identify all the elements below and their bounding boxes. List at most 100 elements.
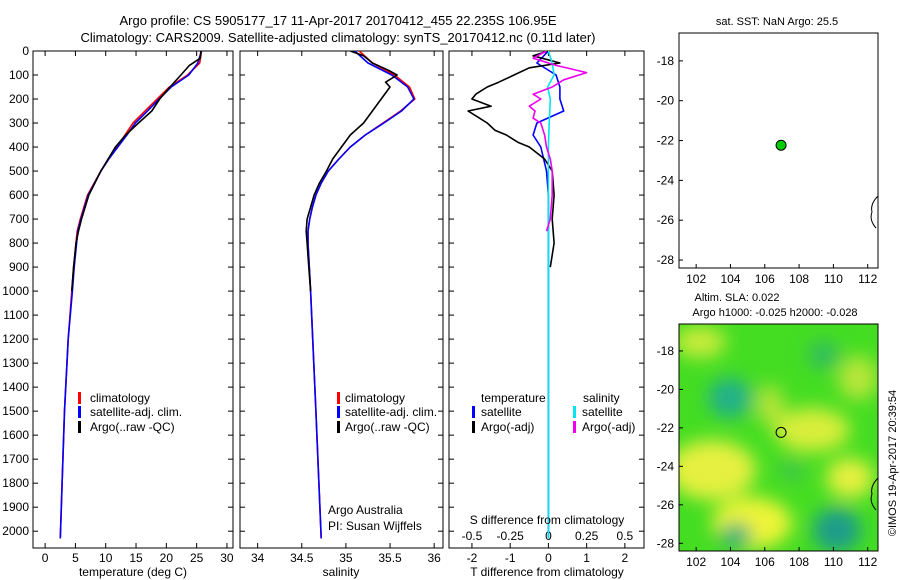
sst-map-frame bbox=[678, 32, 879, 269]
salinity-legend: climatology satellite-adj. clim. Argo(..… bbox=[337, 391, 437, 434]
map-x-tick-label: 102 bbox=[686, 272, 706, 286]
chart-title-line2: Climatology: CARS2009. Satellite-adjuste… bbox=[81, 30, 596, 45]
sla-blob bbox=[756, 385, 784, 425]
sla-map-points bbox=[775, 426, 787, 438]
legend-swatch-argo bbox=[78, 421, 81, 433]
series-line-argo---raw--qc- bbox=[71, 51, 202, 292]
t-difference-axis-label: T difference from climatology bbox=[470, 565, 624, 579]
sla-blob bbox=[679, 440, 756, 500]
map-y-tick-label: -22 bbox=[657, 421, 675, 435]
y-tick-label: 800 bbox=[9, 236, 29, 250]
map-y-tick-label: -28 bbox=[657, 253, 675, 267]
s-tick-label: -0.5 bbox=[462, 529, 483, 543]
legend-swatch-climatology bbox=[78, 392, 81, 404]
x-tick-label: 0 bbox=[545, 551, 552, 565]
y-tick-label: 0 bbox=[22, 44, 29, 58]
x-tick-label: 34.5 bbox=[290, 551, 314, 565]
sla-map-coastline bbox=[870, 477, 879, 511]
sla-blob bbox=[708, 378, 752, 418]
legend-label-argo: Argo(..raw -QC) bbox=[90, 420, 175, 434]
series-line-argo---raw--qc- bbox=[305, 51, 398, 292]
legend-label-argo: Argo(..raw -QC) bbox=[345, 420, 430, 434]
x-tick-label: 36 bbox=[427, 551, 441, 565]
map-y-tick-label: -18 bbox=[657, 344, 675, 358]
legend-label-climatology: climatology bbox=[90, 391, 150, 405]
sla-blob bbox=[679, 326, 726, 358]
legend-swatch-t-argo bbox=[472, 421, 475, 433]
y-tick-label: 1000 bbox=[2, 284, 29, 298]
salinity-panel-frame bbox=[239, 50, 444, 549]
map-y-tick-label: -22 bbox=[657, 134, 675, 148]
x-tick-label: 15 bbox=[129, 551, 143, 565]
map-x-tick-label: 106 bbox=[755, 272, 775, 286]
y-tick-label: 1700 bbox=[2, 452, 29, 466]
legend-label-satellite: satellite-adj. clim. bbox=[90, 405, 182, 419]
temperature-series bbox=[59, 51, 203, 539]
map-x-tick-label: 108 bbox=[789, 555, 809, 569]
y-tick-label: 1300 bbox=[2, 356, 29, 370]
y-tick-label: 600 bbox=[9, 188, 29, 202]
x-tick-label: 10 bbox=[99, 551, 113, 565]
y-tick-label: 500 bbox=[9, 164, 29, 178]
legend-label-t-satellite: satellite bbox=[481, 405, 522, 419]
sst-map-axis-ticks: 102 104 106 108 110 112 -18 -20 -22 -24 -26 -28 bbox=[657, 54, 878, 286]
sla-blob bbox=[780, 460, 804, 480]
sla-blob bbox=[838, 356, 878, 400]
temperature-axis-label: temperature (deg C) bbox=[79, 565, 187, 579]
y-tick-label: 1500 bbox=[2, 404, 29, 418]
x-tick-label: -2 bbox=[467, 551, 478, 565]
y-tick-label: 1100 bbox=[3, 308, 29, 322]
y-tick-label: 200 bbox=[9, 92, 29, 106]
legend-label-satellite: satellite-adj. clim. bbox=[345, 405, 437, 419]
map-y-tick-label: -26 bbox=[657, 498, 675, 512]
x-tick-label: 30 bbox=[220, 551, 234, 565]
series-line-satellite bbox=[546, 51, 555, 539]
pi-annotation: PI: Susan Wijffels bbox=[328, 519, 422, 533]
x-tick-label: 35.5 bbox=[378, 551, 402, 565]
legend-swatch-s-satellite bbox=[573, 406, 576, 418]
difference-panel-frame bbox=[448, 50, 645, 549]
s-difference-axis-label: S difference from climatology bbox=[470, 513, 625, 527]
salinity-series bbox=[305, 51, 416, 539]
series-line-climatology bbox=[59, 51, 203, 539]
sla-blob bbox=[826, 458, 874, 498]
series-line-argo--adj- bbox=[467, 51, 561, 268]
legend-swatch-satellite bbox=[337, 406, 340, 418]
y-tick-label: 2000 bbox=[2, 524, 29, 538]
y-tick-label: 400 bbox=[9, 140, 29, 154]
map-x-tick-label: 110 bbox=[824, 272, 843, 286]
x-tick-label: 0 bbox=[42, 551, 49, 565]
argo-station-marker bbox=[775, 426, 787, 438]
map-y-tick-label: -18 bbox=[657, 54, 675, 68]
map-x-tick-label: 110 bbox=[824, 555, 843, 569]
x-tick-label: 2 bbox=[622, 551, 629, 565]
legend-label-t-argo: Argo(-adj) bbox=[481, 420, 534, 434]
s-tick-label: -0.25 bbox=[496, 529, 524, 543]
map-y-tick-label: -20 bbox=[657, 94, 675, 108]
map-y-tick-label: -24 bbox=[657, 459, 675, 473]
x-tick-label: 34 bbox=[251, 551, 265, 565]
credit-text: ©IMOS 19-Apr-2017 20:39:54 bbox=[887, 390, 899, 536]
map-y-tick-label: -20 bbox=[657, 382, 675, 396]
s-tick-label: 0.25 bbox=[575, 529, 599, 543]
legend-swatch-climatology bbox=[337, 392, 340, 404]
temperature-axis-ticks: 0 5 10 15 20 25 300100200300400500600700800900… bbox=[2, 44, 234, 565]
sla-map-title-line1: Altim. SLA: 0.022 bbox=[695, 292, 780, 304]
map-x-tick-label: 106 bbox=[755, 555, 775, 569]
difference-axis-ticks: -2 -1 0 1 2-0.5 -0.25 0 0.25 0.5 bbox=[449, 50, 644, 565]
sst-map-coastline bbox=[870, 195, 879, 229]
sla-blob bbox=[774, 408, 850, 452]
series-line-argo--adj- bbox=[528, 51, 588, 232]
y-tick-label: 300 bbox=[9, 116, 29, 130]
x-tick-label: -1 bbox=[505, 551, 516, 565]
sla-map-title-line2: Argo h1000: -0.025 h2000: -0.028 bbox=[692, 307, 857, 319]
sst-map-points bbox=[775, 139, 787, 151]
y-tick-label: 1900 bbox=[2, 500, 29, 514]
y-tick-label: 900 bbox=[9, 260, 29, 274]
x-tick-label: 5 bbox=[72, 551, 79, 565]
difference-series bbox=[467, 51, 588, 539]
map-x-tick-label: 102 bbox=[686, 555, 706, 569]
y-tick-label: 700 bbox=[9, 212, 29, 226]
y-tick-label: 1400 bbox=[2, 380, 29, 394]
x-tick-label: 20 bbox=[160, 551, 174, 565]
